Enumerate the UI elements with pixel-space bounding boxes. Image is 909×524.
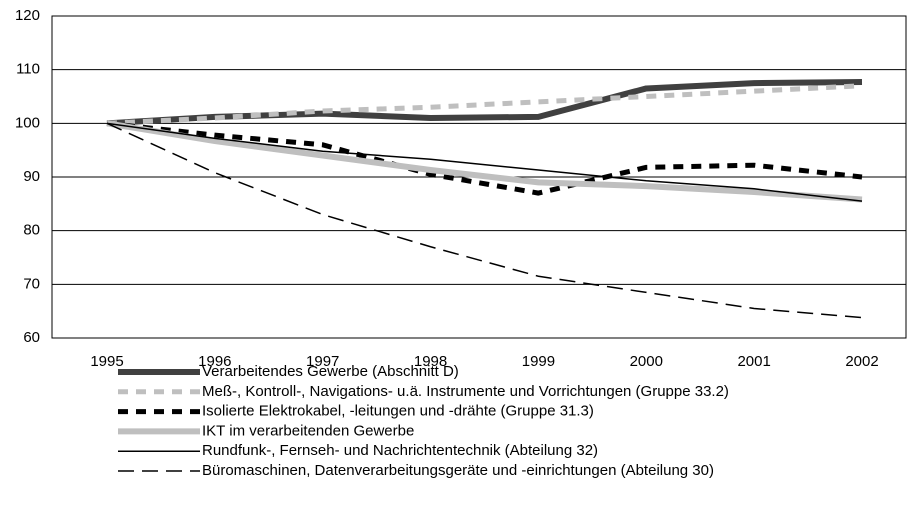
x-tick-label: 1995 <box>90 353 123 370</box>
plot-border <box>51 15 907 339</box>
legend-label: Büromaschinen, Datenverarbeitungsgeräte … <box>202 462 714 479</box>
series-line <box>106 122 863 202</box>
x-tick-label: 2002 <box>845 353 878 370</box>
legend-label: Verarbeitendes Gewerbe (Abschnitt D) <box>202 363 459 380</box>
y-tick-label: 110 <box>16 61 40 78</box>
x-tick-label: 2001 <box>737 353 770 370</box>
x-tick-label: 1997 <box>306 353 339 370</box>
legend-label: Isolierte Elektrokabel, -leitungen und -… <box>202 403 594 420</box>
y-tick-label: 120 <box>15 7 40 24</box>
y-tick-label: 100 <box>15 114 40 131</box>
x-tick-label: 2000 <box>630 353 663 370</box>
y-tick-label: 80 <box>23 222 40 239</box>
series-line <box>106 83 863 126</box>
x-tick-label: 1998 <box>414 353 447 370</box>
x-tick-label: 1996 <box>198 353 231 370</box>
series-line <box>106 122 863 319</box>
legend-label: IKT im verarbeitenden Gewerbe <box>202 422 414 439</box>
legend-label: Rundfunk-, Fernseh- und Nachrichtentechn… <box>202 442 598 459</box>
y-tick-label: 70 <box>23 275 40 292</box>
x-tick-label: 1999 <box>522 353 555 370</box>
series-line <box>106 120 863 196</box>
legend-label: Meß-, Kontroll-, Navigations- u.ä. Instr… <box>202 383 729 400</box>
y-tick-label: 90 <box>23 168 40 185</box>
series-line <box>106 120 863 203</box>
y-tick-label: 60 <box>23 329 40 346</box>
